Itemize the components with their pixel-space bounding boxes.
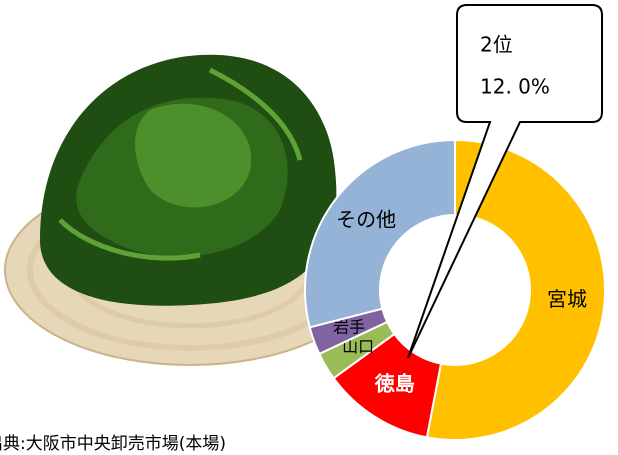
slice-label: 岩手 xyxy=(333,318,365,337)
value-label: 12. 0% xyxy=(480,75,550,99)
slice-label: その他 xyxy=(336,208,396,232)
source: 出典:大阪市中央卸売市場(本場) xyxy=(0,434,226,454)
slice-label: 宮城 xyxy=(547,287,587,311)
slice-label: 徳島 xyxy=(374,371,415,395)
callout: 2位 12. 0% xyxy=(407,4,603,359)
annotation: 2位 xyxy=(480,33,513,57)
slice-label: 山口 xyxy=(342,337,374,356)
photo xyxy=(4,54,376,366)
slice xyxy=(304,138,456,329)
